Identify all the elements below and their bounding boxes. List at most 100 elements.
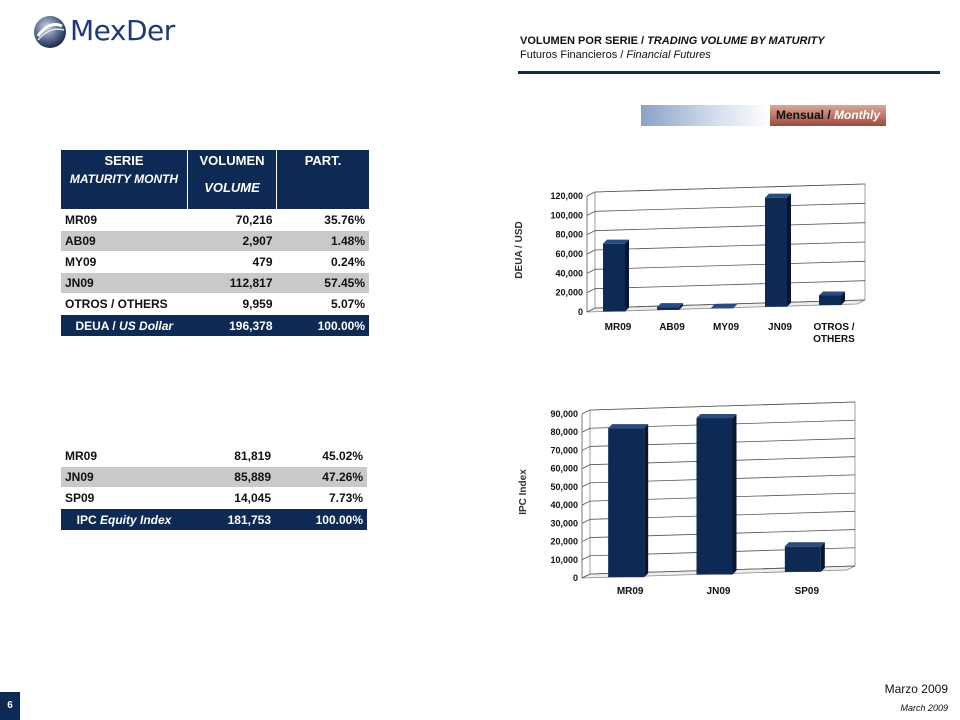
y-tick-label: 40,000: [555, 268, 583, 278]
row-part: 57.45%: [276, 272, 369, 294]
y-tick-label: 60,000: [550, 464, 578, 474]
bar-front: [819, 295, 841, 306]
header-title: VOLUMEN POR SERIE / TRADING VOLUME BY MA…: [520, 34, 940, 48]
bar: [819, 291, 845, 306]
page-number: 6: [0, 692, 20, 720]
table-row: JN09 112,817 57.45%: [61, 272, 369, 294]
banner-label: Mensual / Monthly: [770, 105, 886, 126]
x-tick-label: OTROS / OTHERS: [813, 322, 855, 345]
bar-front: [765, 197, 787, 307]
total-label-es: IPC: [76, 512, 97, 527]
row-volume: 9,959: [187, 293, 277, 315]
y-tick-label: 90,000: [550, 409, 578, 419]
header-subtitle-es: Futuros Financieros /: [520, 49, 624, 61]
y-tick-label: 50,000: [550, 482, 578, 492]
row-volume: 2,907: [187, 230, 277, 252]
total-part: 100.00%: [276, 314, 369, 337]
table-row: OTROS / OTHERS 9,959 5.07%: [61, 293, 369, 315]
bar-side: [732, 414, 737, 575]
header-volume-es: VOLUMEN: [199, 153, 265, 168]
row-serie: OTROS / OTHERS: [61, 293, 188, 315]
total-label-es: DEUA /: [75, 318, 116, 333]
bar-top: [696, 414, 737, 419]
header-divider: [518, 71, 940, 74]
y-tick-label: 0: [578, 307, 583, 317]
row-serie: MR09: [61, 209, 188, 231]
y-axis-label: IPC Index: [518, 469, 529, 515]
header-title-en: TRADING VOLUME BY MATURITY: [647, 35, 825, 47]
bar-side: [820, 542, 825, 572]
footer-date-es: Marzo 2009: [884, 682, 948, 696]
grid-line-depth: [586, 307, 596, 313]
row-volume: 81,819: [187, 446, 275, 467]
table-total-row: IPC Equity Index 181,753 100.00%: [61, 508, 367, 531]
grid-line: [594, 183, 866, 193]
footer-date-en: March 2009: [900, 703, 948, 713]
y-tick-label: 120,000: [550, 191, 583, 201]
total-label: DEUA / US Dollar: [61, 314, 188, 337]
banner-label-es: Mensual /: [775, 108, 831, 122]
row-serie: MR09: [61, 446, 187, 467]
y-tick-label: 70,000: [550, 445, 578, 455]
y-tick-label: 80,000: [550, 427, 578, 437]
grid-line-depth: [581, 500, 591, 506]
row-serie: MY09: [61, 251, 188, 273]
row-part: 45.02%: [275, 446, 367, 467]
row-part: 5.07%: [276, 293, 369, 315]
x-tick-label-line: OTHERS: [813, 334, 855, 345]
row-part: 0.24%: [276, 251, 369, 273]
grid-line-depth: [581, 555, 591, 561]
bar-side: [787, 193, 791, 307]
x-tick-label: MY09: [713, 322, 740, 333]
bar-side: [733, 303, 737, 309]
grid-line-depth: [581, 573, 591, 579]
header-subtitle: Futuros Financieros / Financial Futures: [520, 48, 940, 62]
table-row: MR09 70,216 35.76%: [61, 209, 369, 231]
y-tick-label: 40,000: [550, 500, 578, 510]
logo-text: MexDer: [70, 14, 175, 47]
bar-top: [765, 193, 791, 198]
table-header-row: SERIE MATURITY MONTH VOLUMEN VOLUME PART…: [61, 150, 369, 210]
deua-bar-chart: 0 20,000 40,000 60,000 80,000 100,000 120,000 D…: [500, 180, 880, 365]
bar-side: [644, 424, 649, 578]
grid-line-depth: [586, 210, 596, 216]
x-tick-label: MR09: [605, 322, 632, 333]
grid-line: [594, 280, 866, 290]
header-serie-en: MATURITY MONTH: [69, 172, 179, 186]
bar-front: [603, 243, 625, 312]
table-row: MY09 479 0.24%: [61, 251, 369, 273]
y-tick-label: 100,000: [550, 210, 583, 220]
x-tick-label: JN09: [768, 322, 792, 333]
banner-gradient: [641, 105, 771, 126]
bar-side: [625, 239, 629, 312]
row-volume: 479: [187, 251, 277, 273]
bar-front: [657, 307, 679, 310]
table-row: AB09 2,907 1.48%: [61, 230, 369, 252]
y-tick-label: 0: [573, 573, 578, 583]
row-volume: 112,817: [187, 272, 277, 294]
y-tick-label: 20,000: [555, 288, 583, 298]
grid-line-depth: [581, 446, 591, 451]
grid-line-depth: [581, 482, 591, 488]
row-volume: 85,889: [187, 466, 275, 488]
row-part: 1.48%: [276, 230, 369, 252]
header-serie: SERIE MATURITY MONTH: [61, 150, 188, 210]
bar-top: [819, 291, 845, 296]
page-header: VOLUMEN POR SERIE / TRADING VOLUME BY MA…: [520, 34, 940, 62]
x-tick-label-line: OTROS /: [813, 322, 854, 333]
x-tick-label: AB09: [659, 322, 685, 333]
grid-line-depth: [586, 191, 596, 197]
grid-line-depth: [586, 268, 596, 274]
bar-front: [696, 418, 733, 575]
bar-front: [711, 307, 733, 309]
grid-line: [594, 260, 866, 270]
row-part: 47.26%: [275, 466, 367, 488]
bar: [603, 239, 629, 312]
header-subtitle-en: Financial Futures: [626, 49, 711, 61]
ipc-bar-chart-svg: 0 10,000 20,000 30,000 40,000 50,000 60,000 70,…: [518, 401, 856, 597]
grid-line: [594, 241, 866, 251]
bar-top: [784, 542, 825, 547]
bar-side: [841, 291, 845, 306]
period-banner: Mensual / Monthly: [641, 105, 886, 126]
row-serie: JN09: [61, 272, 188, 294]
